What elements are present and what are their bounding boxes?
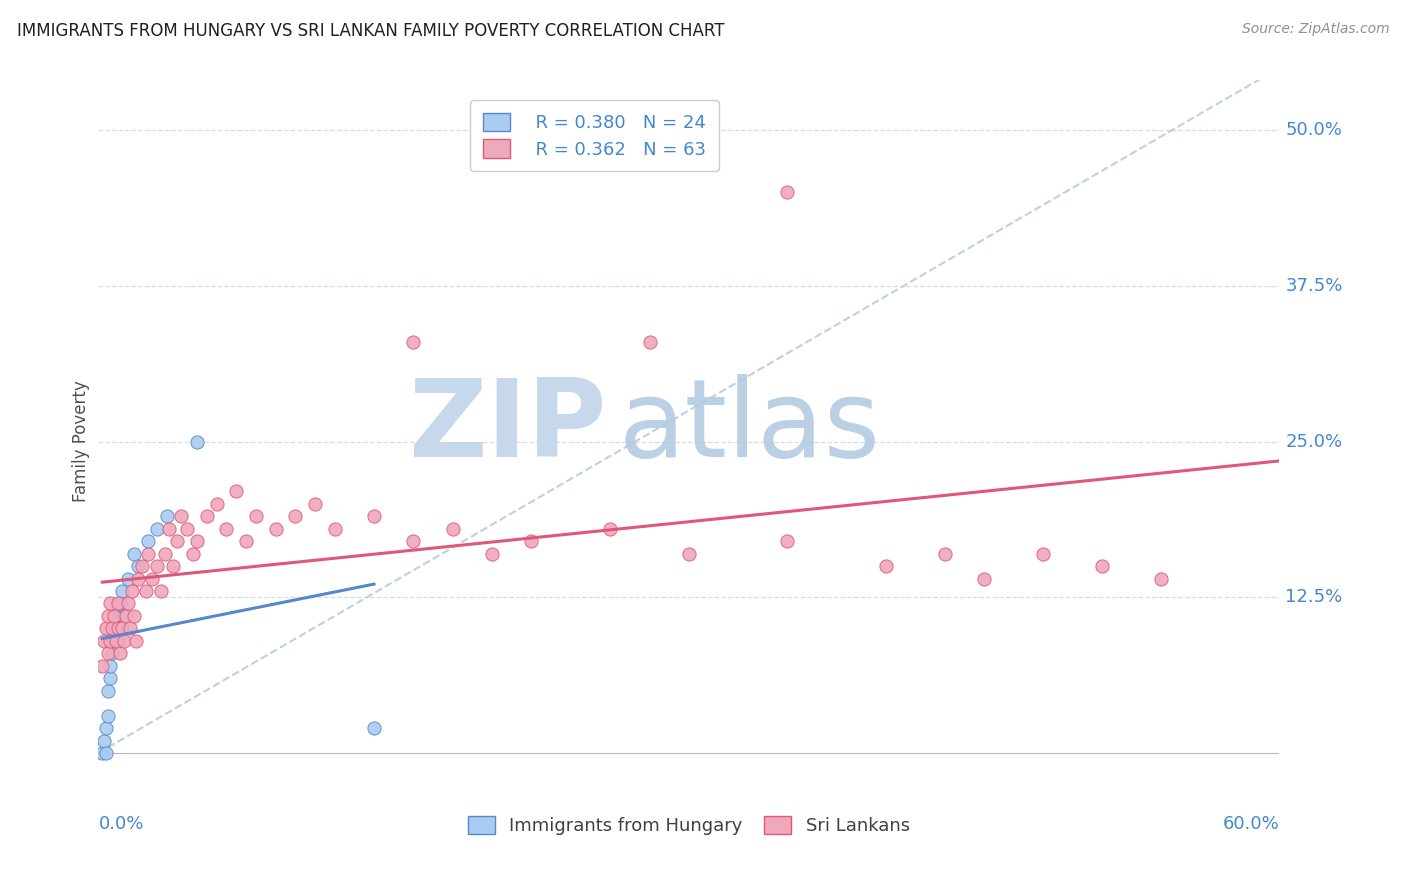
Text: Source: ZipAtlas.com: Source: ZipAtlas.com (1241, 22, 1389, 37)
Point (97, 646, 120, 660)
Point (1091, 559, 1114, 574)
Point (101, 646, 124, 660)
Point (105, 633, 128, 648)
Point (98, 658, 121, 673)
Point (155, 547, 177, 561)
Point (323, 522, 346, 536)
Point (141, 572, 163, 586)
Point (304, 497, 326, 511)
Point (520, 534, 543, 549)
Point (402, 534, 425, 549)
Point (127, 572, 149, 586)
Point (235, 534, 257, 549)
Legend: Immigrants from Hungary, Sri Lankans: Immigrants from Hungary, Sri Lankans (458, 807, 920, 845)
Point (146, 559, 169, 574)
Point (973, 572, 995, 586)
Point (108, 646, 131, 660)
Point (136, 534, 159, 549)
Point (122, 609, 145, 624)
Point (98, 633, 121, 648)
Point (215, 522, 238, 536)
Point (121, 584, 143, 599)
Point (111, 621, 134, 635)
Point (162, 559, 184, 574)
Point (103, 609, 125, 624)
Point (186, 534, 208, 549)
Point (122, 547, 145, 561)
Point (166, 534, 188, 549)
Point (91, 658, 114, 673)
Point (284, 509, 307, 524)
Point (176, 522, 198, 536)
Point (112, 609, 135, 624)
Point (402, 334, 425, 349)
Point (481, 547, 503, 561)
Point (131, 559, 153, 574)
Point (205, 497, 228, 511)
Point (96, 621, 118, 635)
Point (96, 746, 118, 760)
Point (112, 633, 135, 648)
Point (363, 509, 385, 524)
Point (186, 434, 208, 449)
Point (181, 547, 204, 561)
Point (195, 509, 218, 524)
Point (118, 621, 141, 635)
Point (776, 534, 799, 549)
Text: IMMIGRANTS FROM HUNGARY VS SRI LANKAN FAMILY POVERTY CORRELATION CHART: IMMIGRANTS FROM HUNGARY VS SRI LANKAN FA… (17, 22, 724, 40)
Point (1032, 547, 1054, 561)
Point (108, 597, 131, 611)
Point (117, 572, 139, 586)
Point (170, 509, 193, 524)
Point (135, 584, 157, 599)
Point (157, 522, 180, 536)
Point (97, 683, 120, 698)
Point (103, 621, 125, 635)
Point (101, 633, 124, 648)
Point (98, 671, 121, 685)
Point (98, 597, 121, 611)
Text: 37.5%: 37.5% (1285, 277, 1343, 295)
Point (111, 584, 134, 599)
Text: atlas: atlas (619, 374, 880, 480)
Point (105, 609, 128, 624)
Point (96, 721, 118, 735)
Text: ZIP: ZIP (408, 374, 606, 480)
Text: 0.0%: 0.0% (98, 815, 143, 833)
Point (150, 584, 173, 599)
Point (776, 186, 799, 200)
Point (264, 522, 287, 536)
Point (1150, 572, 1173, 586)
Point (107, 597, 129, 611)
Text: 25.0%: 25.0% (1285, 433, 1343, 450)
Point (245, 509, 267, 524)
Point (127, 559, 149, 574)
Point (117, 597, 139, 611)
Point (107, 633, 129, 648)
Point (97, 708, 120, 723)
Point (875, 559, 897, 574)
Y-axis label: Family Poverty: Family Poverty (72, 381, 90, 502)
Point (107, 621, 129, 635)
Point (97, 609, 120, 624)
Text: 12.5%: 12.5% (1285, 588, 1343, 607)
Point (441, 522, 464, 536)
Point (225, 484, 247, 499)
Point (156, 509, 179, 524)
Text: 50.0%: 50.0% (1285, 121, 1343, 139)
Text: 60.0%: 60.0% (1223, 815, 1279, 833)
Point (934, 547, 956, 561)
Point (115, 609, 138, 624)
Point (101, 621, 124, 635)
Point (91, 746, 114, 760)
Point (599, 522, 621, 536)
Point (93, 733, 115, 747)
Point (136, 547, 159, 561)
Point (638, 334, 661, 349)
Point (146, 522, 169, 536)
Point (678, 547, 700, 561)
Point (363, 721, 385, 735)
Point (93, 633, 115, 648)
Point (125, 633, 148, 648)
